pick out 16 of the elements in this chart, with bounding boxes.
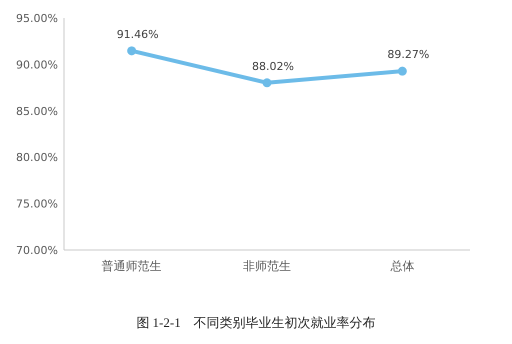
text: 图 1-2-1 不同类别毕业生初次就业率分布 bbox=[136, 315, 376, 330]
x-tick-label: 总体 bbox=[389, 259, 414, 273]
y-tick-label: 70.00% bbox=[16, 244, 58, 257]
y-tick-label: 80.00% bbox=[16, 151, 58, 164]
x-tick-label: 普通师范生 bbox=[102, 259, 162, 273]
y-tick-label: 90.00% bbox=[16, 58, 58, 72]
y-tick-label: 85.00% bbox=[16, 104, 58, 118]
y-tick-label: 95.00% bbox=[16, 12, 58, 25]
point bbox=[398, 66, 407, 76]
data-label: 89.27% bbox=[387, 48, 430, 62]
data-label: 91.46% bbox=[116, 28, 159, 41]
point bbox=[262, 78, 272, 88]
data-label: 88.02% bbox=[252, 60, 294, 73]
point bbox=[127, 46, 136, 56]
x-tick-label: 非师范生 bbox=[243, 259, 291, 273]
y-tick-label: 75.00% bbox=[16, 198, 58, 211]
